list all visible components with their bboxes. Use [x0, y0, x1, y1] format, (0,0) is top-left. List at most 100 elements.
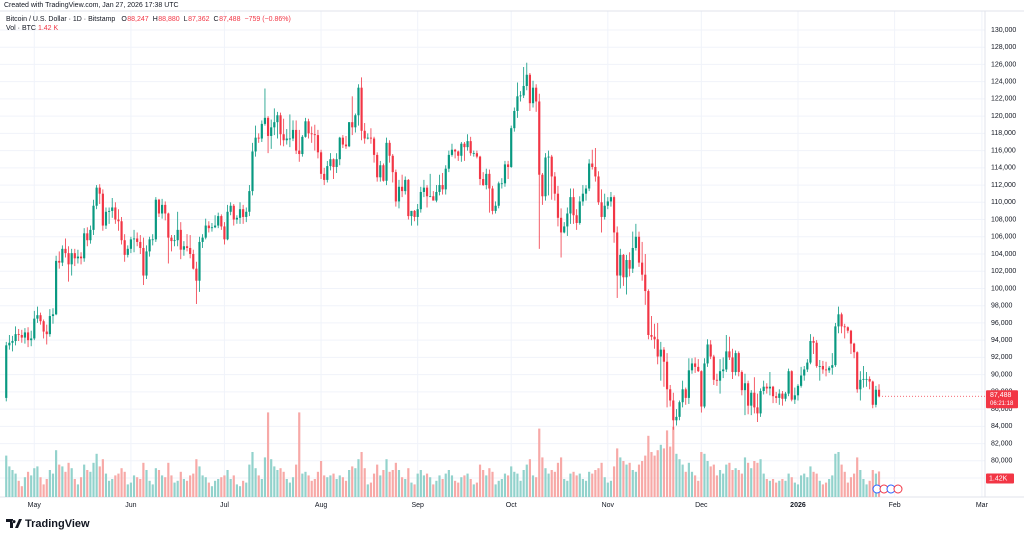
x-tick-label: 2026 — [790, 502, 806, 509]
volume-bar — [852, 473, 856, 497]
candle-body — [812, 341, 815, 343]
volume-bar — [669, 446, 672, 497]
volume-bar — [213, 480, 217, 497]
volume-bar — [179, 471, 182, 497]
candle-body — [108, 210, 111, 212]
volume-bar — [500, 479, 503, 497]
candle-body — [192, 254, 195, 269]
candle-body — [101, 193, 104, 226]
candle-body — [248, 191, 251, 212]
brand: TradingView — [25, 518, 90, 530]
volume-bar — [189, 475, 192, 497]
candle-body — [92, 205, 95, 230]
volume-bar — [846, 482, 849, 497]
volume-bar — [132, 475, 136, 497]
candle-body — [298, 150, 301, 155]
volume-bar — [650, 452, 653, 497]
volume-bar — [207, 482, 210, 497]
volume-bar — [447, 470, 450, 497]
candle-body — [195, 268, 198, 281]
candle-body — [310, 133, 313, 135]
volume-bar — [793, 482, 796, 497]
candle-body — [354, 115, 357, 128]
candle-body — [522, 85, 525, 96]
candle-body — [167, 213, 170, 238]
volume-bar — [709, 466, 712, 497]
candle-body — [778, 393, 781, 398]
volume-bar — [787, 473, 790, 497]
candle-body — [441, 185, 444, 190]
volume-bar — [656, 450, 659, 497]
y-tick-label: 104,000 — [991, 251, 1016, 258]
candle-body — [868, 378, 871, 382]
volume-bar — [625, 464, 628, 497]
volume-bar — [653, 455, 656, 497]
volume-bar — [849, 477, 853, 497]
y-tick-label: 120,000 — [991, 113, 1016, 120]
volume-bar — [556, 462, 560, 497]
volume-bar — [619, 457, 622, 497]
volume-bar — [609, 480, 613, 497]
volume-bar — [360, 452, 363, 497]
y-tick-label: 114,000 — [991, 165, 1016, 172]
volume-bar — [192, 473, 195, 497]
volume-bar — [840, 464, 843, 497]
volume-bar — [868, 480, 871, 497]
volume-bar — [503, 473, 507, 497]
candle-body — [179, 229, 182, 250]
volume-bar — [382, 470, 385, 497]
candle-body — [718, 371, 722, 381]
candle-body — [450, 149, 454, 155]
flag-icon — [893, 484, 903, 494]
candle-body — [650, 335, 653, 337]
candle-body — [36, 315, 39, 319]
volume-bar — [14, 473, 17, 497]
volume-bar — [8, 466, 11, 497]
candle-body — [781, 393, 784, 399]
volume-bar — [865, 484, 868, 497]
candle-body — [856, 352, 859, 390]
volume-bar — [129, 482, 133, 497]
volume-bar — [859, 470, 862, 497]
volume-bar — [606, 482, 609, 497]
volume-layer — [5, 412, 881, 497]
volume-bar — [104, 473, 108, 497]
candle-body — [821, 366, 825, 370]
volume-bar — [232, 475, 235, 497]
candle-body — [862, 378, 865, 380]
candle-body — [874, 389, 877, 405]
volume-bar — [482, 470, 485, 497]
volume-bar — [581, 479, 584, 497]
volume-bar — [160, 475, 164, 497]
candle-body — [5, 345, 8, 398]
legend-value: 88,247 — [127, 16, 149, 23]
volume-tag — [986, 473, 1014, 484]
event-flags — [872, 484, 903, 494]
candle-body — [737, 353, 740, 373]
volume-bar — [784, 480, 787, 497]
volume-bar — [715, 475, 719, 497]
volume-bar — [61, 466, 64, 497]
candle-body — [834, 326, 837, 366]
volume-bar — [145, 470, 148, 497]
volume-bar — [419, 470, 422, 497]
volume-bar — [198, 466, 201, 497]
volume-bar — [407, 468, 410, 497]
volume-bar — [64, 471, 67, 497]
candle-body — [251, 151, 254, 192]
candle-body — [413, 210, 416, 217]
y-tick-label: 98,000 — [991, 303, 1013, 310]
volume-bar — [491, 471, 494, 497]
volume-bar — [460, 477, 463, 497]
volume-bar — [594, 470, 597, 497]
volume-bar — [142, 462, 145, 497]
candle-body — [828, 367, 831, 371]
candle-body — [563, 226, 566, 233]
candle-body — [136, 238, 139, 242]
candle-body — [556, 193, 560, 218]
candle-body — [76, 256, 80, 259]
candle-body — [762, 386, 765, 392]
candle-body — [363, 130, 366, 139]
countdown: 06:21:18 — [990, 401, 1014, 407]
